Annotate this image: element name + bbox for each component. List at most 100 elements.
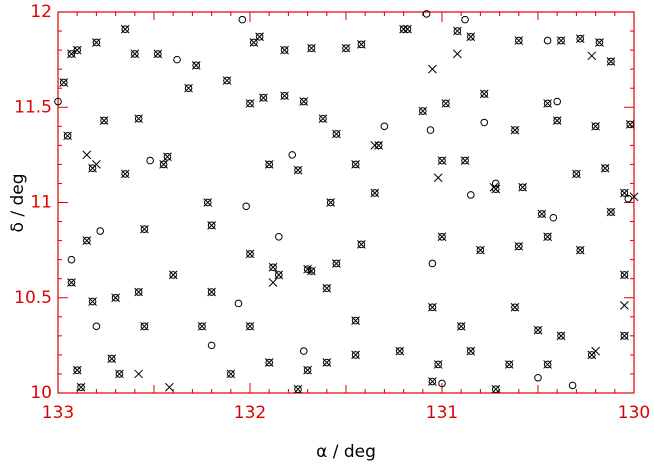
point-circle: [107, 354, 116, 363]
point-circle: [357, 240, 366, 249]
point-cross: [207, 287, 216, 297]
point-cross: [184, 83, 193, 93]
point: [168, 270, 178, 280]
point: [207, 221, 216, 230]
point-cross: [318, 114, 328, 124]
point: [461, 15, 469, 24]
point: [480, 118, 489, 127]
point-circle: [438, 379, 446, 388]
point-cross: [428, 377, 437, 386]
point: [88, 297, 97, 306]
point-cross: [595, 38, 604, 47]
point: [72, 45, 82, 55]
point-circle: [467, 191, 475, 199]
point-circle: [198, 322, 206, 331]
point: [514, 36, 524, 45]
point-circle: [438, 232, 446, 241]
point-cross: [575, 245, 585, 255]
point-circle: [238, 15, 247, 24]
point-circle: [422, 10, 431, 18]
point-circle: [342, 44, 350, 52]
point-cross: [168, 270, 178, 280]
point-cross: [403, 24, 412, 34]
point: [351, 160, 360, 169]
point: [552, 116, 562, 125]
point-cross: [268, 262, 278, 272]
point-circle: [572, 170, 581, 178]
point-circle: [442, 99, 450, 108]
point-circle: [511, 303, 519, 312]
point-cross: [165, 382, 174, 392]
point-circle: [476, 246, 485, 254]
point: [351, 316, 360, 325]
point-cross: [134, 287, 143, 297]
point-circle: [259, 93, 268, 102]
point: [453, 49, 462, 59]
point-cross: [159, 160, 168, 169]
point: [441, 99, 451, 108]
point-circle: [246, 322, 254, 331]
point-cross: [552, 116, 562, 125]
point: [543, 99, 552, 108]
point: [351, 350, 360, 360]
point-cross: [226, 369, 236, 379]
point-cross: [491, 384, 501, 394]
point-cross: [99, 116, 109, 125]
point-cross: [556, 331, 566, 341]
point-circle: [428, 259, 437, 268]
point-cross: [543, 360, 552, 369]
point-circle: [568, 381, 577, 390]
point: [491, 179, 500, 188]
point-cross: [395, 346, 405, 356]
point: [418, 106, 428, 116]
point-circle: [299, 347, 308, 355]
point: [72, 365, 82, 375]
point-circle: [467, 347, 475, 355]
point-circle: [140, 322, 149, 331]
point: [370, 140, 380, 150]
point-circle: [607, 208, 615, 216]
point: [111, 293, 120, 303]
point: [134, 114, 143, 124]
point-circle: [246, 250, 254, 258]
point-circle: [438, 156, 446, 165]
point-cross: [274, 270, 284, 280]
point-circle: [67, 278, 76, 287]
point: [533, 325, 543, 335]
point-circle: [538, 210, 546, 218]
point-cross: [293, 165, 303, 175]
point-circle: [626, 120, 634, 129]
point-cross: [556, 36, 566, 45]
point-cross: [245, 249, 255, 259]
point-cross: [629, 192, 639, 202]
point: [280, 91, 289, 101]
point-circle: [357, 40, 366, 49]
point-circle: [457, 322, 466, 331]
point-circle: [88, 164, 97, 173]
point-circle: [207, 288, 216, 296]
point-cross: [514, 36, 524, 45]
point-circle: [275, 232, 283, 241]
point-cross: [120, 169, 130, 179]
point-circle: [491, 179, 500, 188]
point: [226, 369, 236, 379]
point-circle: [265, 358, 274, 367]
point-circle: [83, 236, 91, 245]
point: [165, 382, 174, 392]
point: [438, 379, 446, 388]
point-circle: [307, 44, 316, 52]
point: [288, 151, 297, 159]
point-cross: [107, 354, 117, 364]
point-cross: [222, 76, 232, 85]
point: [203, 198, 213, 207]
point: [299, 97, 309, 106]
point-circle: [265, 160, 274, 169]
point-cross: [88, 297, 97, 306]
point: [433, 173, 443, 183]
point-cross: [92, 38, 101, 47]
point-cross: [543, 232, 552, 242]
point: [370, 188, 380, 198]
point: [543, 360, 552, 369]
point: [575, 245, 585, 255]
point: [92, 322, 101, 331]
